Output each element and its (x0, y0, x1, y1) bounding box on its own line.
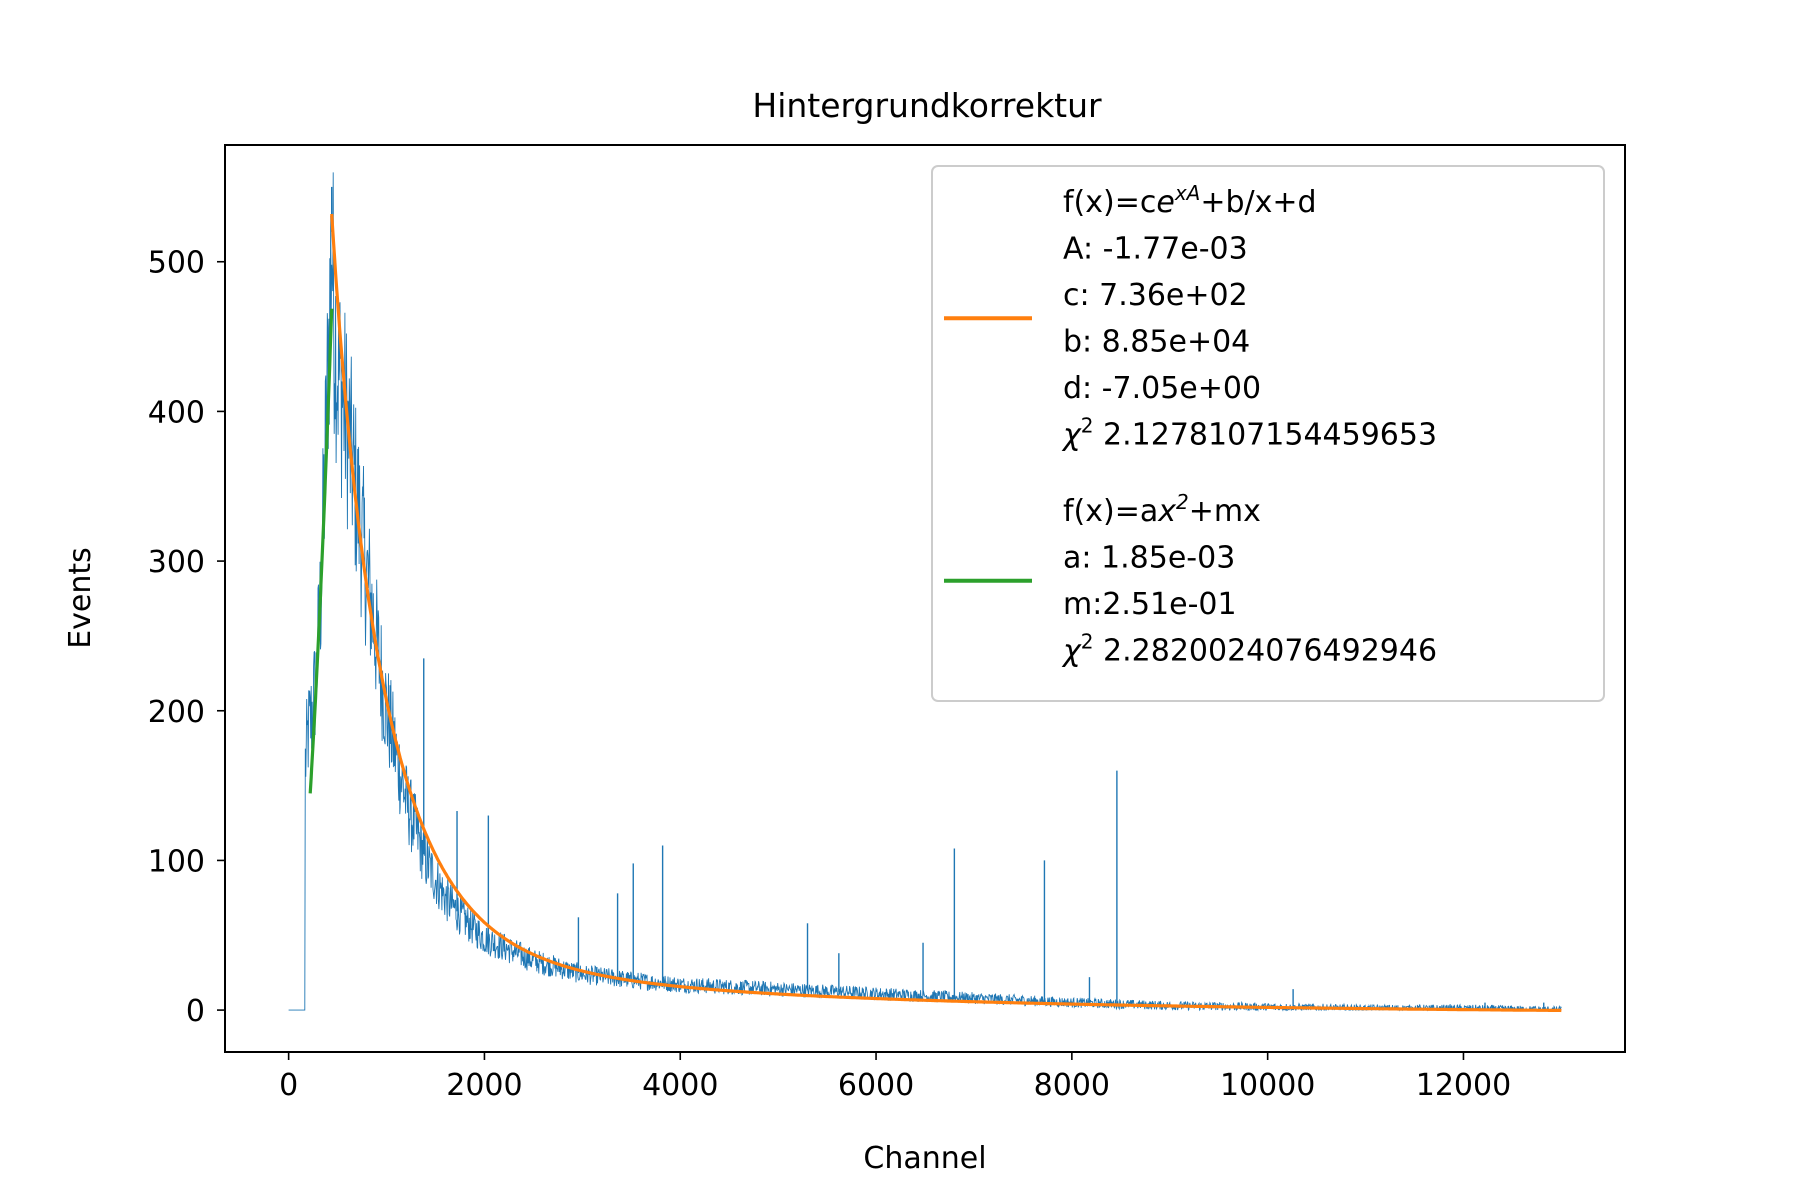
x-tick-label: 0 (279, 1068, 298, 1103)
legend-it: e (1156, 185, 1174, 220)
legend-base: f(x)=a (1063, 494, 1158, 529)
legend: f(x)=cexA+b/x+d A: -1.77e-03 c: 7.36e+02 b:… (931, 165, 1605, 702)
legend-text: b: 8.85e+04 (1063, 325, 1250, 360)
legend-text: f(x)=cexA+b/x+d (1063, 181, 1317, 220)
legend-sup: 2 (1081, 414, 1094, 438)
x-tick-label: 10000 (1220, 1068, 1315, 1103)
legend-chi: χ (1061, 418, 1082, 453)
y-axis: 0 100 200 300 400 500 (148, 246, 225, 1029)
chart-title: Hintergrundkorrektur (752, 86, 1102, 125)
legend-text: χ2 2.2820024076492946 (1061, 630, 1437, 669)
axes-frame (224, 144, 1626, 1053)
legend-text: m:2.51e-01 (1063, 587, 1237, 622)
legend-text: f(x)=ax2+mx (1063, 490, 1261, 529)
legend-text: c: 7.36e+02 (1063, 278, 1248, 313)
legend-text: a: 1.85e-03 (1063, 541, 1235, 576)
x-tick-label: 12000 (1416, 1068, 1511, 1103)
legend-text: d: -7.05e+00 (1063, 371, 1261, 406)
legend-sup: 2 (1176, 490, 1189, 514)
legend-tail: +mx (1189, 494, 1261, 529)
legend-chi: χ (1061, 634, 1082, 669)
y-tick-label: 0 (186, 994, 205, 1029)
plot-area (288, 172, 1562, 1013)
legend-sup: 2 (1081, 630, 1094, 654)
y-axis-label: Events (63, 547, 98, 649)
x-tick-label: 8000 (1034, 1068, 1110, 1103)
legend-sup: xA (1174, 181, 1201, 205)
legend-text: a: 1.85e-03 (1063, 541, 1235, 576)
legend-tail: +b/x+d (1200, 185, 1316, 220)
y-tick-label: 200 (148, 695, 205, 730)
legend-text: m:2.51e-01 (1063, 587, 1237, 622)
exp-fit-line (330, 213, 1562, 1013)
x-tick-label: 4000 (642, 1068, 718, 1103)
legend-tail: 2.2820024076492946 (1094, 634, 1438, 669)
y-tick-label: 100 (148, 844, 205, 879)
legend-base: f(x)=c (1063, 185, 1156, 220)
x-axis: 0 2000 4000 6000 8000 10000 12000 (279, 1052, 1511, 1103)
legend-text: b: 8.85e+04 (1063, 325, 1250, 360)
x-tick-label: 6000 (838, 1068, 914, 1103)
legend-text: χ2 2.1278107154459653 (1061, 414, 1437, 453)
y-tick-label: 300 (148, 545, 205, 580)
legend-text: c: 7.36e+02 (1063, 278, 1248, 313)
legend-text: A: -1.77e-03 (1063, 232, 1248, 267)
legend-box (931, 165, 1605, 702)
x-axis-label: Channel (863, 1141, 986, 1176)
x-tick-label: 2000 (446, 1068, 522, 1103)
legend-text: A: -1.77e-03 (1063, 232, 1248, 267)
legend-tail: 2.1278107154459653 (1094, 418, 1438, 453)
y-tick-label: 500 (148, 246, 205, 281)
quadratic-fit-line (308, 308, 334, 794)
legend-text: d: -7.05e+00 (1063, 371, 1261, 406)
y-tick-label: 400 (148, 395, 205, 430)
legend-it: x (1157, 494, 1176, 529)
